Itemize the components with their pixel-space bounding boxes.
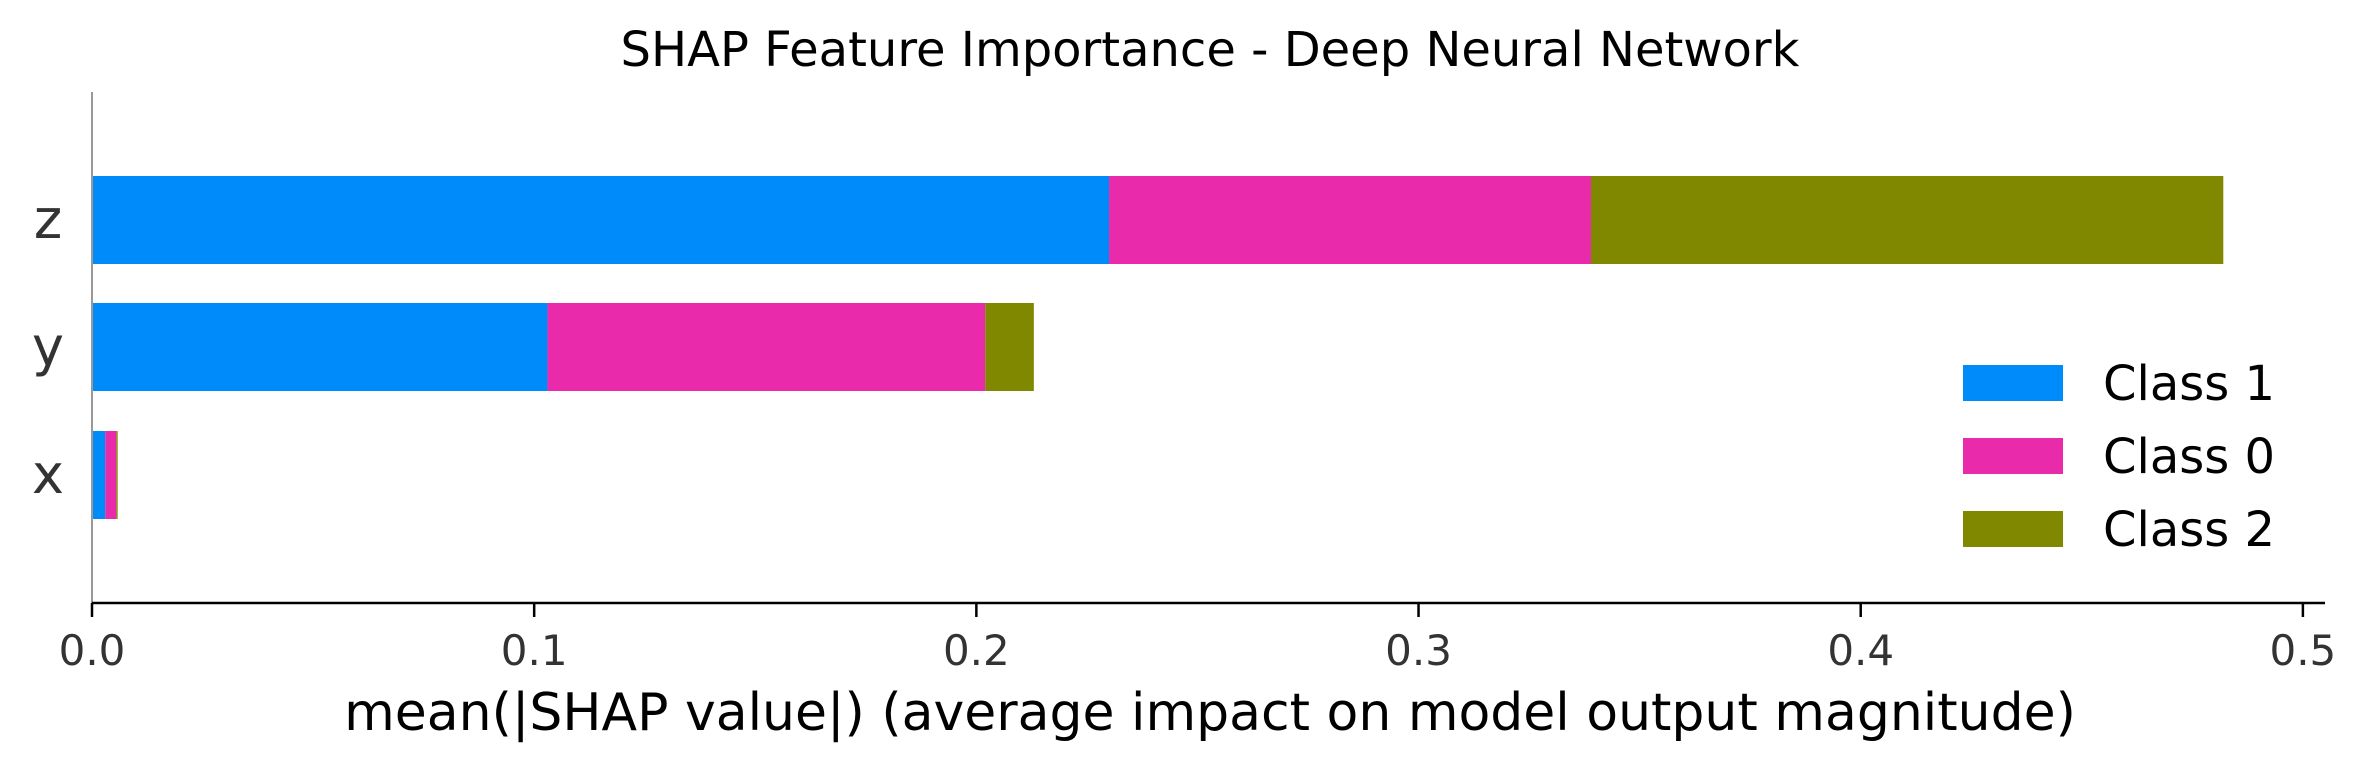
y-tick-label-x: x: [32, 443, 64, 506]
x-axis-label: mean(|SHAP value|) (average impact on mo…: [344, 683, 2076, 743]
bar-z-class-1: [92, 176, 1110, 264]
x-tick-label: 0.0: [59, 626, 126, 675]
bar-z-class-2: [1590, 176, 2224, 264]
legend-label-class-2: Class 2: [2103, 502, 2275, 558]
chart-title: SHAP Feature Importance - Deep Neural Ne…: [621, 22, 1800, 78]
y-tick-labels: z y x: [32, 188, 64, 506]
x-tick-label: 0.3: [1385, 626, 1452, 675]
bars-group: [92, 176, 2224, 519]
legend-swatch-class-2: [1963, 511, 2063, 547]
bar-x-class-2: [116, 431, 118, 519]
x-tick-label: 0.5: [2269, 626, 2336, 675]
x-tick-label: 0.4: [1827, 626, 1894, 675]
bar-y-class-0: [547, 303, 986, 391]
legend: Class 1 Class 0 Class 2: [1963, 356, 2275, 558]
legend-label-class-1: Class 1: [2103, 356, 2275, 412]
bar-y-class-2: [985, 303, 1034, 391]
x-tick-label: 0.1: [501, 626, 568, 675]
bar-z-class-0: [1109, 176, 1591, 264]
x-tick-labels: 0.0 0.1 0.2 0.3 0.4 0.5: [59, 603, 2336, 675]
y-tick-label-y: y: [32, 315, 64, 378]
x-tick-label: 0.2: [943, 626, 1010, 675]
legend-swatch-class-1: [1963, 365, 2063, 401]
bar-y-class-1: [92, 303, 548, 391]
legend-label-class-0: Class 0: [2103, 429, 2275, 485]
bar-x-class-0: [105, 431, 117, 519]
legend-swatch-class-0: [1963, 438, 2063, 474]
y-tick-label-z: z: [34, 188, 62, 251]
bar-x-class-1: [92, 431, 106, 519]
